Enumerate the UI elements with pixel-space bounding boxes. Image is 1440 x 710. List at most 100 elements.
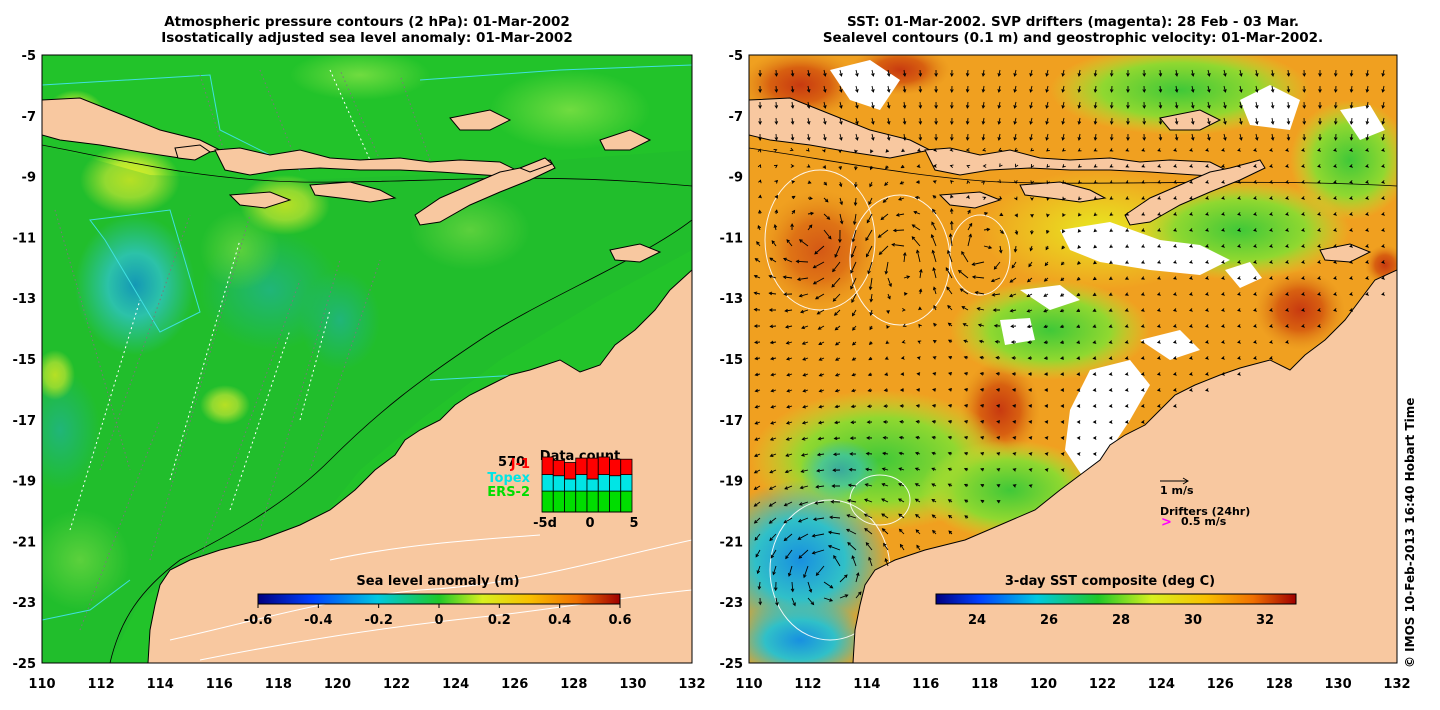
velocity-vector — [1255, 69, 1258, 77]
velocity-vector — [807, 224, 813, 231]
velocity-vector-head — [1077, 180, 1082, 184]
velocity-vector-head — [1043, 293, 1048, 297]
velocity-vector-head — [757, 586, 762, 591]
velocity-vector-head — [934, 121, 938, 125]
velocity-vector-head — [903, 292, 908, 296]
velocity-vector — [814, 245, 825, 255]
velocity-vector-head — [1317, 260, 1321, 264]
velocity-vector-head — [1093, 148, 1098, 152]
velocity-vector-head — [948, 233, 953, 238]
velocity-vector-head — [1269, 340, 1273, 344]
velocity-vector — [855, 572, 859, 583]
velocity-vector-head — [1349, 292, 1353, 296]
velocity-vector-head — [851, 357, 856, 361]
velocity-vector-head — [1349, 260, 1354, 264]
left-islands — [42, 97, 662, 263]
velocity-vector-head — [1124, 340, 1129, 344]
velocity-vector-head — [1156, 308, 1161, 312]
velocity-vector-head — [1204, 388, 1209, 392]
velocity-vector-head — [758, 89, 762, 93]
velocity-vector — [1287, 117, 1290, 125]
velocity-vector-head — [790, 89, 795, 93]
velocity-vector-head — [1013, 88, 1017, 93]
velocity-vector-head — [991, 292, 996, 297]
velocity-vector — [1159, 117, 1162, 125]
velocity-vector-head — [834, 341, 839, 346]
velocity-vector-head — [1333, 89, 1338, 93]
velocity-vector-head — [783, 502, 788, 507]
velocity-vector-head — [982, 147, 987, 152]
velocity-vector-head — [1030, 164, 1035, 168]
velocity-vector — [851, 293, 857, 303]
velocity-vector-head — [832, 468, 837, 472]
velocity-vector-head — [963, 451, 968, 456]
velocity-vector-head — [866, 420, 871, 424]
velocity-vector — [1046, 133, 1049, 141]
velocity-vector-head — [758, 209, 762, 214]
velocity-vector-head — [949, 164, 954, 169]
velocity-vector-head — [1237, 212, 1241, 216]
velocity-vector — [754, 517, 761, 524]
velocity-vector-head — [1142, 105, 1147, 109]
velocity-vector-head — [868, 556, 872, 561]
velocity-vector — [832, 261, 841, 272]
velocity-vector-head — [947, 451, 952, 456]
velocity-vector — [812, 533, 825, 537]
velocity-vector-head — [996, 420, 1001, 424]
velocity-vector-head — [846, 499, 851, 503]
velocity-vector-head — [996, 404, 1000, 408]
velocity-vector-head — [965, 137, 970, 141]
velocity-vector-head — [945, 267, 950, 271]
velocity-vector-head — [1301, 164, 1306, 168]
velocity-vector-head — [756, 570, 761, 575]
velocity-vector-head — [1029, 104, 1033, 109]
velocity-vector-head — [980, 404, 984, 408]
velocity-vector-head — [1045, 104, 1049, 109]
velocity-vector-head — [1157, 260, 1161, 264]
velocity-vector-head — [849, 452, 854, 456]
velocity-vector-head — [1142, 137, 1147, 141]
velocity-vector-head — [1109, 121, 1114, 125]
velocity-vector-head — [1109, 180, 1114, 184]
velocity-vector-head — [1092, 452, 1097, 456]
velocity-vector-head — [934, 137, 938, 141]
velocity-vector — [893, 229, 905, 231]
velocity-vector-head — [790, 105, 795, 109]
velocity-vector-head — [1062, 213, 1066, 218]
velocity-vector — [797, 533, 809, 540]
velocity-vector-head — [1109, 73, 1114, 77]
velocity-vector-head — [1333, 276, 1337, 280]
velocity-vector-head — [1189, 196, 1194, 200]
velocity-vector-head — [1076, 452, 1081, 456]
velocity-vector-head — [783, 519, 788, 524]
velocity-vector-head — [1317, 212, 1322, 216]
velocity-vector-head — [881, 483, 886, 487]
velocity-vector-head — [1223, 104, 1227, 109]
velocity-vector — [1078, 117, 1081, 125]
velocity-vector-head — [1013, 104, 1017, 109]
velocity-vector-head — [758, 601, 763, 606]
velocity-vector-head — [931, 451, 936, 456]
velocity-vector-head — [1286, 73, 1291, 77]
velocity-vector — [1223, 133, 1226, 141]
velocity-vector — [966, 85, 969, 93]
velocity-vector — [898, 513, 905, 519]
velocity-vector-head — [808, 588, 813, 593]
velocity-vector — [788, 565, 793, 577]
velocity-vector-head — [1140, 276, 1145, 280]
data-count-bar-topex — [620, 474, 633, 492]
velocity-vector — [769, 469, 777, 474]
velocity-vector — [754, 453, 761, 457]
velocity-vector-head — [948, 388, 952, 392]
velocity-vector-head — [1028, 388, 1032, 392]
velocity-vector-head — [1030, 147, 1035, 152]
velocity-vector-head — [833, 312, 838, 316]
velocity-vector-head — [1109, 148, 1114, 152]
velocity-vector — [855, 117, 858, 125]
velocity-vector-head — [948, 372, 952, 376]
velocity-vector — [823, 133, 826, 141]
velocity-vector-head — [814, 250, 818, 255]
velocity-vector-head — [769, 469, 774, 474]
velocity-vector-head — [1000, 230, 1004, 235]
velocity-vector-head — [1126, 89, 1130, 93]
